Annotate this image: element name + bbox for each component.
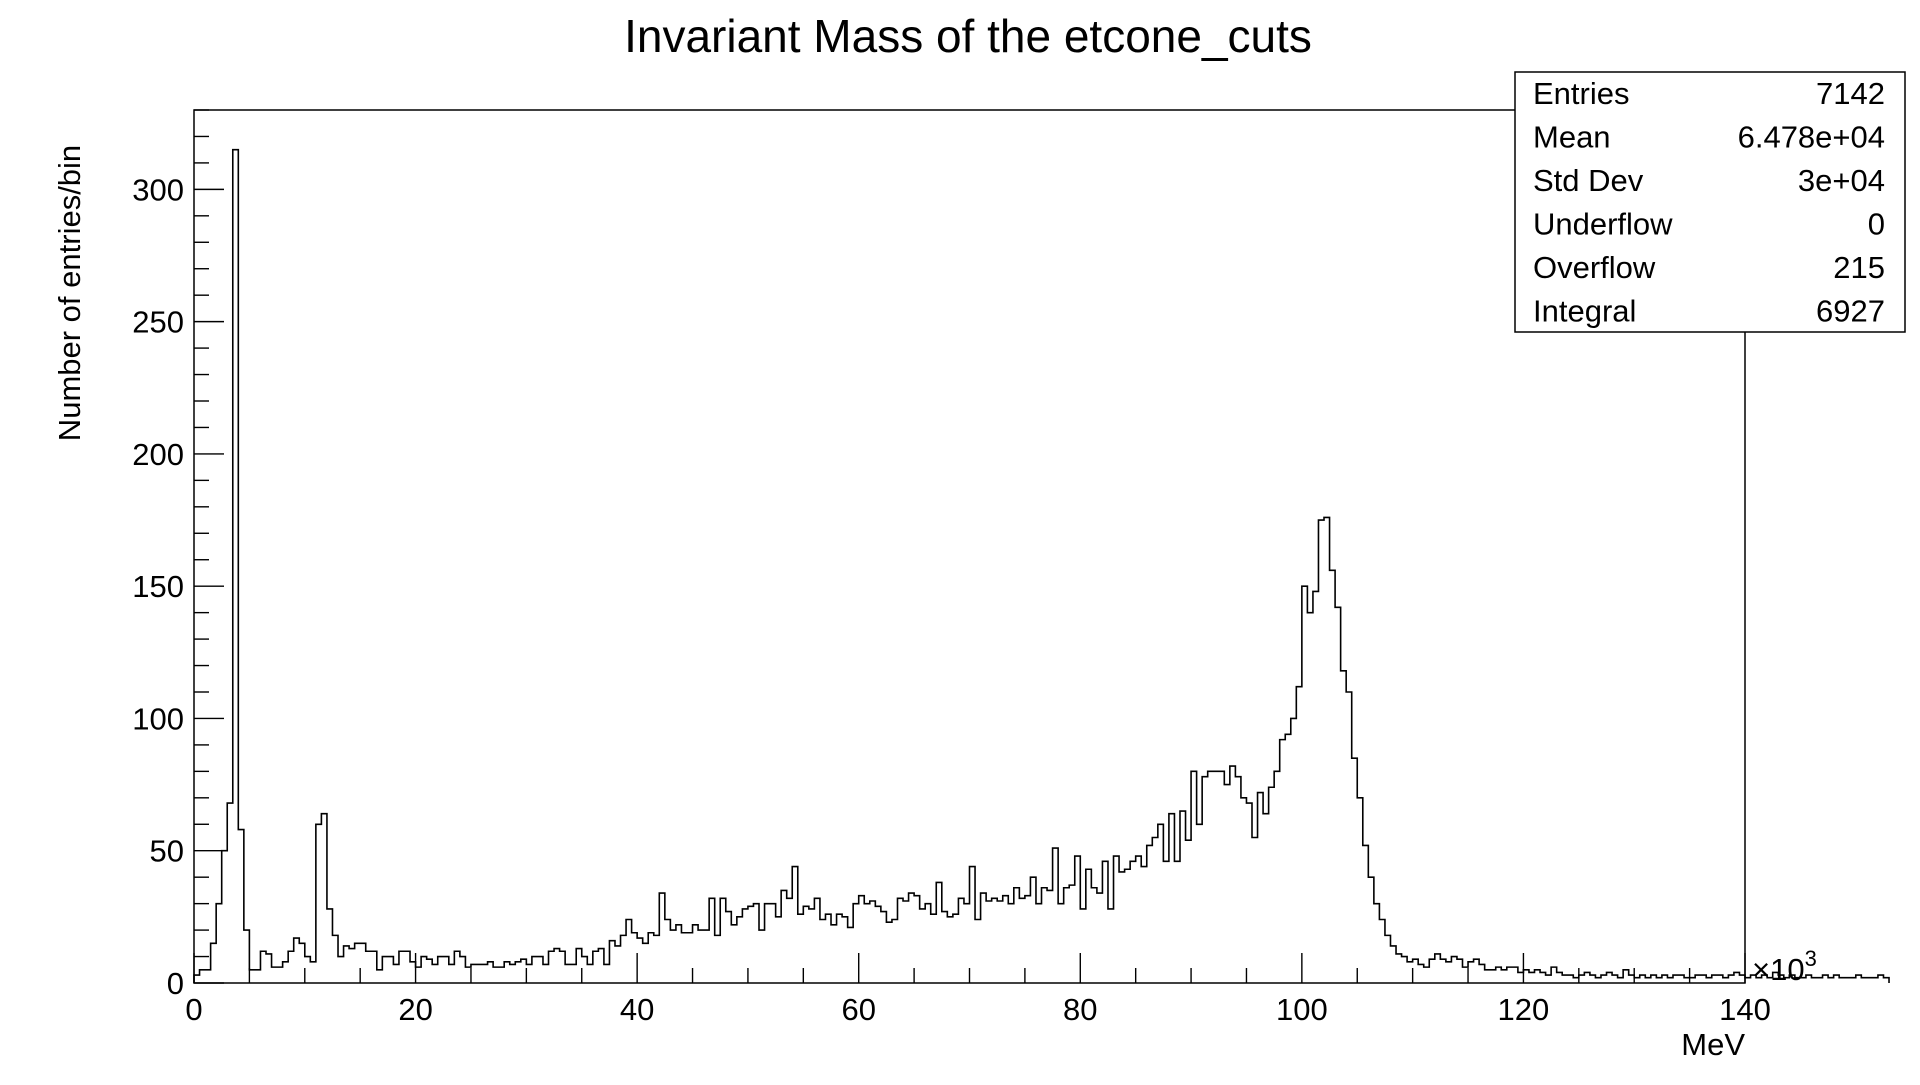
- x-tick-label: 60: [841, 992, 875, 1027]
- histogram-series: [193, 148, 1890, 983]
- x-axis-multiplier: ×103: [1752, 946, 1817, 987]
- stats-value: 0: [1868, 207, 1885, 242]
- x-tick-label: 120: [1498, 992, 1550, 1027]
- stats-box-frame: [1514, 71, 1906, 333]
- stats-label: Mean: [1533, 120, 1611, 155]
- stats-box: Entries 7142 Mean 6.478e+04 Std Dev 3e+04 Unde…: [1514, 71, 1906, 333]
- y-tick-label: 150: [132, 569, 184, 604]
- stats-label: Entries: [1533, 76, 1629, 111]
- stats-label: Overflow: [1533, 250, 1656, 285]
- y-tick-label: 250: [132, 305, 184, 340]
- x-axis-ticks: 0 20 40 60 80 100 120 140: [185, 953, 1771, 1027]
- plot-frame: [193, 109, 1746, 984]
- x-tick-label: 100: [1276, 992, 1328, 1027]
- y-tick-label: 50: [150, 834, 184, 869]
- stats-label: Integral: [1533, 294, 1636, 329]
- y-axis-label: Number of entries/bin: [52, 145, 87, 441]
- stats-label: Underflow: [1533, 207, 1673, 242]
- y-tick-label: 200: [132, 437, 184, 472]
- x-tick-label: 0: [185, 992, 202, 1027]
- stats-value: 6927: [1816, 294, 1885, 329]
- y-axis-ticks: 0 50 100 150 200 250 300: [132, 109, 224, 1001]
- stats-value: 215: [1833, 250, 1885, 285]
- x-axis-multiplier-exponent: 3: [1805, 946, 1817, 971]
- y-tick-label: 300: [132, 172, 184, 207]
- x-tick-label: 20: [398, 992, 432, 1027]
- x-tick-label: 40: [620, 992, 654, 1027]
- x-axis-label: MeV: [1681, 1027, 1745, 1062]
- y-tick-label: 0: [167, 966, 184, 1001]
- y-tick-label: 100: [132, 701, 184, 736]
- stats-value: 7142: [1816, 76, 1885, 111]
- stats-rows: Entries 7142 Mean 6.478e+04 Std Dev 3e+04 Unde…: [1533, 76, 1885, 329]
- stats-value: 6.478e+04: [1738, 120, 1885, 155]
- stats-label: Std Dev: [1533, 163, 1644, 198]
- stats-value: 3e+04: [1798, 163, 1885, 198]
- x-tick-label: 80: [1063, 992, 1097, 1027]
- x-axis-multiplier-base: ×10: [1752, 952, 1805, 987]
- x-tick-label: 140: [1719, 992, 1771, 1027]
- chart-title: Invariant Mass of the etcone_cuts: [624, 10, 1312, 62]
